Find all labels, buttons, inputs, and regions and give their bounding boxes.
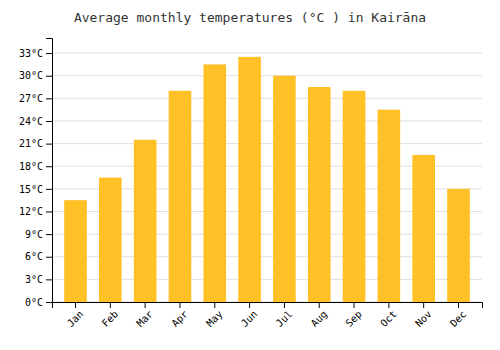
bar: [343, 91, 366, 302]
y-tick: 0°C: [25, 297, 52, 308]
x-tick: Feb: [100, 302, 121, 329]
y-axis: 0°C 3°C 6°C 9°C 12°C 15°C 18°C 21°C 24°C 27°C 30°C…: [19, 39, 53, 308]
x-tick-label: Jul: [274, 308, 295, 329]
y-tick-mark: [46, 76, 52, 77]
y-tick-mark: [46, 279, 52, 280]
x-tick-label: Oct: [378, 308, 399, 329]
x-tick: Apr: [169, 302, 190, 329]
x-tick-label: Dec: [448, 308, 469, 329]
y-tick-mark: [46, 53, 52, 54]
bar: [378, 110, 401, 302]
x-tick: Aug: [309, 302, 330, 329]
grid-line: [52, 120, 482, 121]
grid: [52, 53, 482, 302]
x-tick-mark: [284, 302, 285, 308]
x-tick: Jul: [274, 302, 295, 329]
y-tick: 33°C: [19, 48, 52, 59]
bar: [412, 155, 435, 302]
y-tick-label: 9°C: [25, 229, 43, 240]
x-tick-mark: [388, 302, 389, 308]
x-tick-mark: [145, 302, 146, 308]
x-tick: Jun: [239, 302, 260, 329]
x-tick-mark: [458, 302, 459, 308]
y-tick-label: 27°C: [19, 93, 43, 104]
x-tick: Mar: [134, 302, 155, 329]
y-tick-mark: [46, 121, 52, 122]
y-tick: 12°C: [19, 206, 52, 217]
y-tick-mark: [46, 189, 52, 190]
y-tick-label: 0°C: [25, 297, 43, 308]
y-tick: 15°C: [19, 184, 52, 195]
y-tick: 30°C: [19, 70, 52, 81]
bar: [169, 91, 192, 302]
y-tick-mark: [46, 211, 52, 212]
y-tick: 27°C: [19, 93, 52, 104]
y-tick-label: 33°C: [19, 48, 43, 59]
y-tick-mark: [46, 144, 52, 145]
y-axis-line: [46, 39, 53, 303]
y-tick-label: 30°C: [19, 70, 43, 81]
y-tick: 18°C: [19, 161, 52, 172]
y-tick: 21°C: [19, 138, 52, 149]
chart: 0°C 3°C 6°C 9°C 12°C 15°C 18°C 21°C 24°C 27°C 30°C…: [0, 0, 500, 350]
x-tick-label: Apr: [169, 308, 190, 329]
y-tick: 9°C: [25, 229, 52, 240]
x-tick-mark: [75, 302, 76, 308]
y-tick: 6°C: [25, 251, 52, 262]
y-tick-label: 21°C: [19, 138, 43, 149]
bar: [238, 57, 261, 302]
x-tick-mark: [179, 302, 180, 308]
x-tick: Dec: [448, 302, 469, 329]
bars: [64, 57, 470, 302]
y-tick-label: 18°C: [19, 161, 43, 172]
bar: [273, 76, 296, 302]
x-tick-mark: [110, 302, 111, 308]
y-tick-mark: [46, 302, 52, 303]
y-tick-mark: [46, 166, 52, 167]
x-tick-label: May: [204, 308, 225, 329]
x-tick: Sep: [343, 302, 364, 329]
bar: [64, 200, 87, 302]
x-tick-label: Jan: [65, 308, 86, 329]
x-tick-label: Mar: [134, 308, 155, 329]
y-tick: 3°C: [25, 274, 52, 285]
y-tick-label: 15°C: [19, 184, 43, 195]
x-tick-label: Sep: [343, 308, 364, 329]
x-tick-mark: [354, 302, 355, 308]
bar: [134, 140, 157, 302]
grid-line: [52, 98, 482, 99]
bar: [308, 87, 331, 302]
bar: [203, 64, 226, 302]
x-axis-line: [53, 303, 483, 309]
y-tick-mark: [46, 234, 52, 235]
y-tick: 24°C: [19, 116, 52, 127]
x-axis: Jan Feb Mar Apr May Jun Jul Aug Sep Oct Nov Dec: [53, 302, 483, 329]
y-tick-mark: [46, 257, 52, 258]
y-tick-label: 6°C: [25, 251, 43, 262]
title: Average monthly temperatures (°C ) in Ka…: [74, 10, 426, 25]
x-tick-mark: [423, 302, 424, 308]
y-tick-label: 12°C: [19, 206, 43, 217]
x-tick: Nov: [413, 302, 434, 329]
grid-line: [52, 143, 482, 144]
bar: [99, 178, 122, 302]
x-tick-label: Nov: [413, 308, 434, 329]
y-tick-label: 3°C: [25, 274, 43, 285]
x-tick-label: Aug: [309, 308, 330, 329]
grid-line: [52, 53, 482, 54]
plot: 0°C 3°C 6°C 9°C 12°C 15°C 18°C 21°C 24°C 27°C 30°C…: [19, 39, 483, 329]
y-tick-mark: [46, 98, 52, 99]
grid-line: [52, 75, 482, 76]
x-tick-mark: [249, 302, 250, 308]
bar: [447, 189, 470, 302]
x-tick-label: Feb: [100, 308, 121, 329]
x-tick-mark: [319, 302, 320, 308]
x-tick-label: Jun: [239, 308, 260, 329]
x-tick: May: [204, 302, 225, 329]
x-tick-mark: [214, 302, 215, 308]
y-tick-label: 24°C: [19, 116, 43, 127]
x-tick: Oct: [378, 302, 399, 329]
x-tick: Jan: [65, 302, 86, 329]
